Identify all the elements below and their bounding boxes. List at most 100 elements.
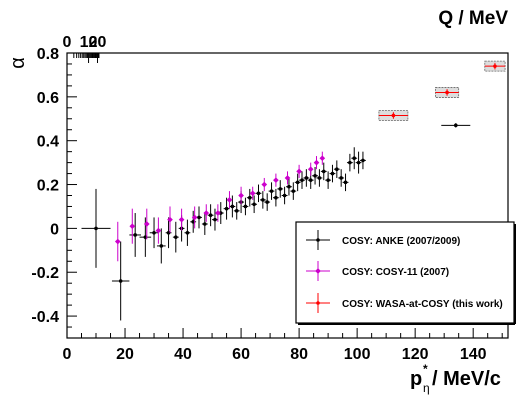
legend: COSY: ANKE (2007/2009) COSY: COSY-11 (200… bbox=[295, 221, 516, 325]
marker bbox=[300, 178, 304, 182]
x-tick-label: 0 bbox=[63, 346, 72, 363]
data-point bbox=[190, 210, 197, 233]
data-point bbox=[342, 173, 349, 192]
data-point bbox=[155, 217, 162, 244]
data-point bbox=[259, 191, 266, 209]
data-point bbox=[223, 197, 230, 220]
data-point bbox=[312, 167, 318, 185]
data-point bbox=[255, 184, 262, 203]
marker bbox=[313, 159, 320, 166]
marker bbox=[243, 204, 248, 209]
marker bbox=[185, 230, 190, 235]
marker bbox=[238, 192, 244, 199]
marker bbox=[218, 211, 223, 215]
marker bbox=[167, 216, 173, 223]
marker bbox=[197, 215, 201, 220]
data-point bbox=[149, 217, 159, 249]
data-point bbox=[203, 204, 210, 222]
data-point bbox=[111, 241, 130, 321]
data-point bbox=[207, 204, 214, 227]
data-point bbox=[319, 151, 326, 165]
data-point bbox=[284, 171, 291, 185]
marker bbox=[208, 213, 213, 218]
series-1 bbox=[114, 151, 326, 262]
marker bbox=[295, 180, 300, 185]
x-axis-title-main: p bbox=[410, 368, 422, 390]
legend-entry: COSY: WASA-at-COSY (this work) bbox=[306, 293, 503, 313]
marker bbox=[287, 184, 291, 189]
marker bbox=[453, 123, 458, 128]
data-point bbox=[360, 151, 366, 170]
marker bbox=[155, 227, 162, 234]
marker bbox=[269, 189, 274, 193]
data-point bbox=[281, 186, 288, 205]
marker bbox=[274, 195, 278, 200]
data-point bbox=[178, 208, 185, 231]
legend-entry: COSY: ANKE (2007/2009) bbox=[306, 230, 460, 250]
marker bbox=[234, 209, 239, 213]
data-point bbox=[338, 169, 345, 187]
legend-box bbox=[295, 221, 515, 324]
marker bbox=[261, 181, 268, 188]
marker bbox=[343, 180, 348, 185]
marker bbox=[284, 175, 291, 181]
marker bbox=[339, 176, 343, 180]
marker bbox=[191, 214, 198, 221]
data-point bbox=[333, 160, 340, 178]
data-point bbox=[296, 164, 302, 178]
marker bbox=[203, 210, 210, 216]
data-point bbox=[201, 213, 208, 235]
data-point bbox=[191, 206, 198, 229]
y-axis-title: α bbox=[7, 57, 29, 69]
y-tick-label: 0 bbox=[50, 221, 59, 238]
legend-marker bbox=[316, 238, 320, 242]
marker bbox=[304, 176, 309, 180]
x-axis-title: p * η / MeV/c bbox=[410, 362, 501, 395]
marker bbox=[307, 166, 314, 173]
marker bbox=[356, 160, 361, 165]
data-point bbox=[286, 177, 292, 196]
marker bbox=[317, 176, 322, 180]
marker bbox=[273, 177, 279, 183]
marker bbox=[326, 178, 330, 182]
marker bbox=[282, 193, 287, 198]
data-point bbox=[378, 110, 409, 121]
legend-label: COSY: ANKE (2007/2009) bbox=[342, 236, 460, 247]
axes-layer: 0 20 40 60 80 100 120 140-0.4-0.200.20.40.60.80… bbox=[7, 8, 509, 395]
marker bbox=[213, 217, 217, 222]
data-point bbox=[233, 202, 240, 220]
x-axis-title-sub: η bbox=[423, 381, 430, 395]
data-point bbox=[290, 182, 297, 200]
marker bbox=[114, 238, 121, 245]
marker bbox=[252, 202, 256, 207]
data-point bbox=[303, 169, 310, 187]
data-point bbox=[212, 208, 218, 231]
x-tick-label: 60 bbox=[232, 346, 250, 363]
marker bbox=[278, 187, 283, 191]
marker bbox=[226, 197, 233, 203]
data-point bbox=[229, 195, 236, 218]
marker bbox=[143, 221, 150, 227]
data-point bbox=[316, 169, 323, 187]
marker bbox=[261, 198, 265, 202]
data-point bbox=[277, 180, 284, 198]
marker bbox=[166, 230, 171, 235]
y-tick-label: -0.2 bbox=[31, 265, 59, 282]
data-point bbox=[184, 219, 191, 246]
data-point bbox=[249, 186, 256, 200]
data-point bbox=[272, 188, 279, 207]
data-point bbox=[165, 217, 172, 249]
data-point bbox=[172, 221, 179, 253]
marker bbox=[230, 204, 235, 209]
marker bbox=[159, 244, 164, 248]
data-point bbox=[261, 177, 268, 192]
marker bbox=[256, 191, 261, 196]
data-point bbox=[441, 123, 471, 128]
y-tick-label: -0.4 bbox=[31, 309, 59, 326]
marker bbox=[445, 90, 449, 95]
marker bbox=[348, 160, 352, 165]
marker bbox=[308, 178, 313, 182]
marker bbox=[129, 223, 136, 230]
marker bbox=[203, 222, 207, 226]
